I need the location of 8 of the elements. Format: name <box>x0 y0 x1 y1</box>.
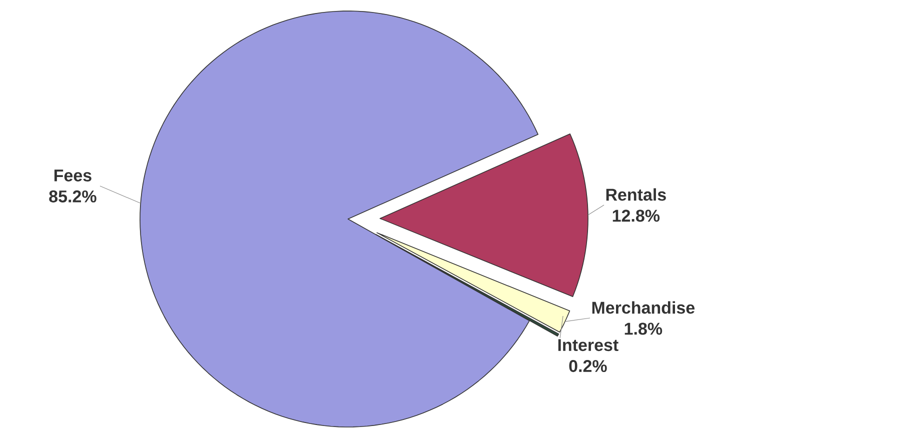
slice-label: Rentals <box>606 188 666 201</box>
slice-label: Interest <box>558 339 618 352</box>
data-label: 12.8% <box>612 210 660 222</box>
data-label: 0.2% <box>569 360 607 372</box>
data-label: 85.2% <box>49 190 96 202</box>
slice-label: Merchandise <box>592 301 695 314</box>
data-label: 1.8% <box>624 322 662 335</box>
slice-label: Fees <box>54 170 92 182</box>
